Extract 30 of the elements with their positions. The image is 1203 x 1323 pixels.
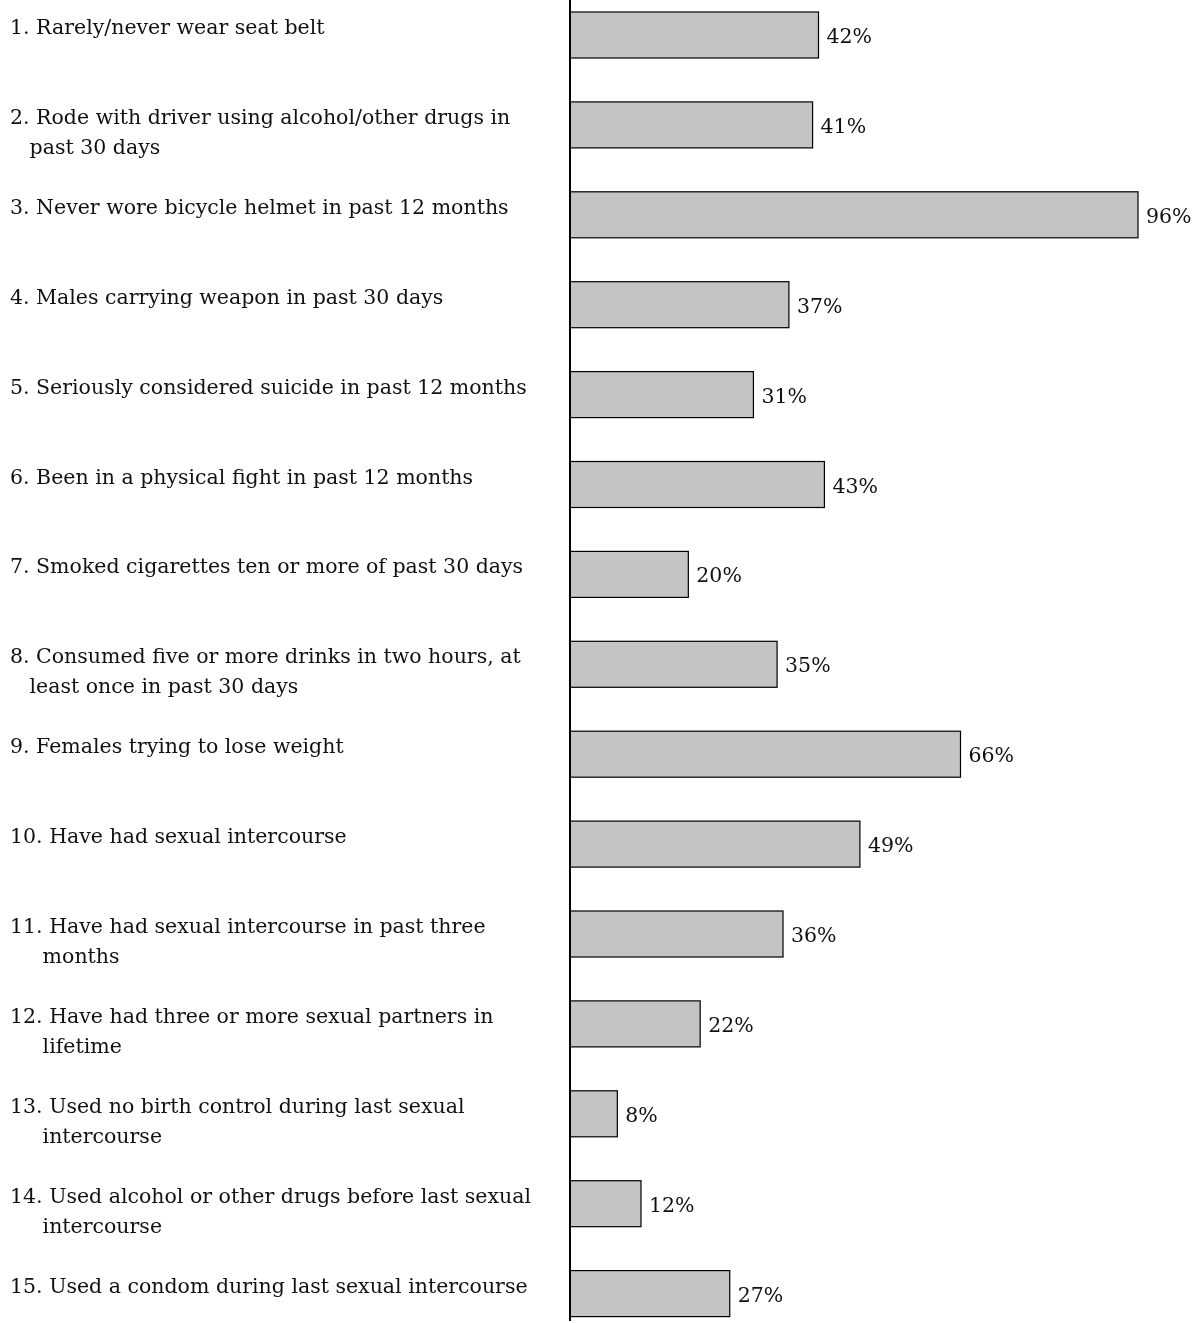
y-tick-label: 8. Consumed five or more drinks in two hours, at least once in past 30 days — [10, 644, 522, 699]
data-label: 12% — [649, 1192, 695, 1217]
y-tick-label: 14. Used alcohol or other drugs before last sexual intercourse — [10, 1183, 531, 1238]
data-label: 36% — [791, 923, 837, 947]
data-label: 42% — [826, 24, 873, 48]
y-tick-label: 11. Have had sexual intercourse in past three months — [10, 914, 486, 968]
data-label: 37% — [796, 293, 843, 318]
y-tick-label: 4. Males carrying weapon in past 30 days — [10, 284, 444, 309]
data-label: 35% — [785, 653, 831, 678]
y-tick-label: 2. Rode with driver using alcohol/other drugs in past 30 days — [10, 104, 511, 159]
y-tick-label: 6. Been in a physical fight in past 12 months — [10, 464, 474, 489]
y-tick-label: 9. Females trying to lose weight — [10, 734, 345, 759]
data-label: 22% — [708, 1012, 754, 1037]
y-tick-label: 15. Used a condom during last sexual intercourse — [10, 1273, 528, 1298]
data-label: 66% — [968, 743, 1015, 768]
data-label: 20% — [696, 563, 742, 588]
y-tick-label: 5. Seriously considered suicide in past 12 months — [10, 374, 527, 399]
y-tick-label: 13. Used no birth control during last sexual intercourse — [10, 1093, 465, 1148]
y-tick-label: 12. Have had three or more sexual partners in lifetime — [10, 1003, 494, 1058]
y-tick-label: 10. Have had sexual intercourse — [10, 824, 347, 849]
y-tick-label: 7. Smoked cigarettes ten or more of past 30 days — [10, 554, 524, 579]
data-label: 96% — [1146, 203, 1192, 228]
data-label: 31% — [761, 383, 807, 408]
data-label: 27% — [737, 1282, 784, 1307]
data-label: 43% — [832, 473, 878, 498]
y-tick-label: 1. Rarely/never wear seat belt — [10, 15, 326, 39]
y-tick-label: 3. Never wore bicycle helmet in past 12 months — [10, 194, 509, 219]
data-label: 49% — [867, 833, 914, 858]
data-label: 41% — [820, 113, 867, 138]
data-label: 8% — [625, 1102, 658, 1127]
